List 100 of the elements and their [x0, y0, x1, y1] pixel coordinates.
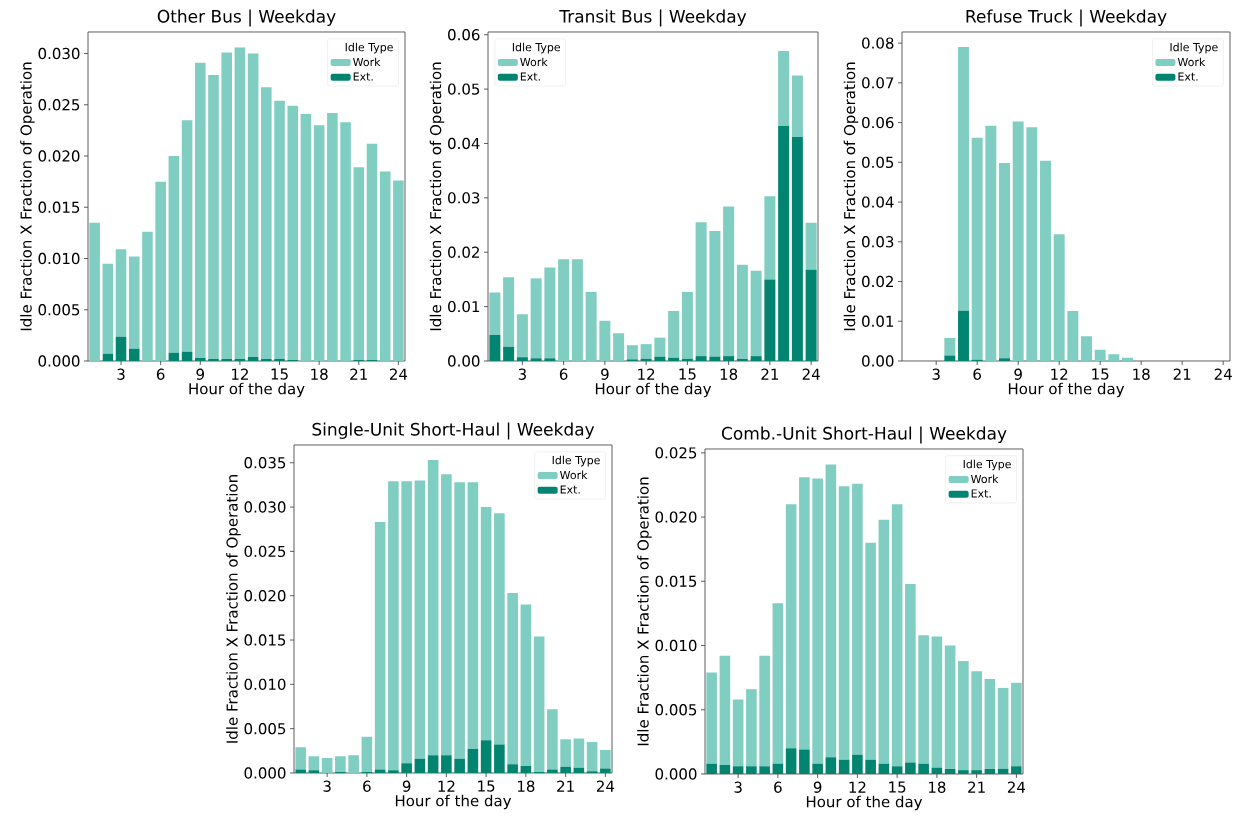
- bar: [736, 264, 748, 359]
- bar: [489, 292, 501, 335]
- bar: [640, 344, 652, 359]
- bar: [1122, 357, 1133, 361]
- bar: [547, 769, 558, 773]
- bar: [1108, 354, 1120, 361]
- bar: [891, 766, 903, 774]
- legend-label: Work: [1177, 57, 1206, 67]
- bar: [613, 333, 625, 361]
- bar: [1026, 127, 1038, 361]
- x-tick-label: 9: [601, 368, 609, 380]
- bar: [573, 738, 585, 768]
- legend-label: Work: [353, 57, 381, 67]
- bar: [695, 222, 707, 357]
- bar: [115, 249, 127, 337]
- legend-label: Ext.: [560, 485, 580, 494]
- x-tick-label: 15: [1092, 368, 1109, 380]
- bar: [547, 709, 558, 770]
- bar: [778, 126, 790, 361]
- y-tick-label: 0.06: [862, 116, 894, 129]
- bar: [441, 474, 452, 756]
- x-tick-label: 9: [1014, 368, 1022, 380]
- bar: [195, 62, 206, 358]
- x-axis-title: Hour of the day: [395, 794, 512, 810]
- bar: [181, 351, 193, 361]
- bar: [905, 583, 916, 763]
- bar: [971, 137, 983, 360]
- y-tick-label: 0.035: [244, 457, 286, 469]
- bar: [168, 352, 180, 361]
- bar: [759, 655, 770, 767]
- x-axis-title: Hour of the day: [595, 382, 712, 398]
- x-tick-label: 12: [638, 368, 655, 380]
- bar: [681, 358, 693, 361]
- x-tick-label: 9: [402, 780, 411, 792]
- bar: [706, 763, 717, 774]
- x-tick-label: 3: [932, 368, 940, 380]
- bar: [772, 763, 784, 774]
- bar: [999, 358, 1010, 361]
- x-tick-label: 24: [802, 368, 820, 380]
- bar: [128, 348, 140, 361]
- bar: [918, 635, 929, 764]
- bar: [865, 759, 876, 774]
- bar: [709, 231, 721, 357]
- chart-title: Refuse Truck | Weekday: [966, 9, 1167, 27]
- bar: [958, 310, 969, 361]
- bar: [295, 747, 306, 770]
- bar: [234, 358, 246, 361]
- bar: [746, 766, 757, 774]
- chart-title: Other Bus | Weekday: [157, 9, 336, 27]
- y-tick-label: 0.030: [38, 47, 80, 60]
- bar: [1040, 160, 1051, 361]
- bar: [221, 358, 232, 361]
- x-tick-label: 18: [928, 781, 946, 793]
- legend-label: Ext.: [353, 72, 373, 81]
- x-tick-label: 24: [596, 780, 615, 792]
- x-tick-label: 21: [557, 780, 574, 792]
- bar: [287, 105, 299, 360]
- bar: [732, 699, 744, 767]
- bar: [852, 483, 863, 755]
- y-axis-title: Idle Fraction X Fraction of Operation: [20, 62, 35, 331]
- y-tick-label: 0.07: [862, 77, 894, 89]
- bar: [503, 346, 515, 361]
- x-tick-label: 3: [323, 780, 331, 792]
- bar: [427, 755, 439, 773]
- y-tick-label: 0.05: [862, 156, 894, 168]
- bar: [878, 519, 890, 764]
- bar: [931, 636, 943, 768]
- x-tick-label: 6: [156, 368, 165, 380]
- bar: [944, 768, 956, 774]
- bar: [585, 291, 597, 361]
- bar: [852, 754, 863, 774]
- legend-label: Ext.: [520, 72, 540, 81]
- bar: [944, 645, 956, 769]
- legend-label: Work: [520, 57, 548, 67]
- y-tick-label: 0.05: [448, 83, 480, 95]
- bar: [626, 345, 638, 360]
- x-tick-label: 21: [350, 368, 367, 380]
- y-tick-label: 0.010: [38, 252, 80, 265]
- bar: [507, 593, 518, 765]
- bar: [353, 167, 365, 360]
- bar: [558, 259, 570, 361]
- y-tick-label: 0.00: [448, 355, 480, 367]
- bar: [560, 766, 571, 773]
- legend-title: Idle Type: [1170, 42, 1218, 54]
- bar: [764, 279, 776, 361]
- bar: [571, 259, 583, 361]
- x-tick-label: 3: [734, 781, 742, 793]
- bar: [274, 358, 285, 361]
- bar: [480, 507, 492, 741]
- y-tick-label: 0.000: [244, 767, 286, 779]
- y-axis-title: Idle Fraction X Fraction of Operation: [429, 62, 445, 331]
- bar: [530, 358, 542, 361]
- bar: [812, 763, 823, 774]
- y-axis-title: Idle Fraction X Fraction of Operation: [226, 475, 241, 743]
- bar: [600, 768, 611, 773]
- bar: [467, 749, 479, 773]
- x-tick-label: 3: [518, 368, 526, 380]
- x-tick-label: 6: [559, 368, 568, 380]
- bar: [300, 113, 312, 361]
- bar: [128, 256, 140, 349]
